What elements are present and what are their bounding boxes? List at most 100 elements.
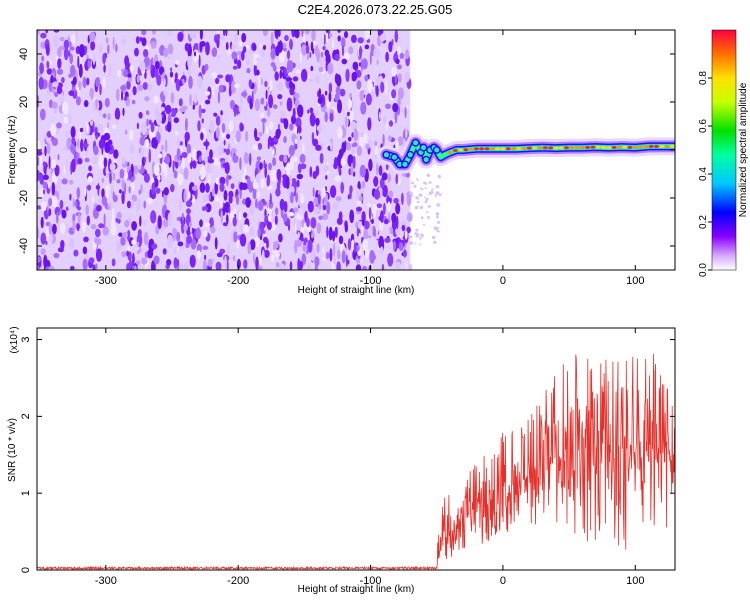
noise-speck <box>296 213 301 220</box>
noise-speck <box>86 43 91 49</box>
noise-speck <box>368 158 373 172</box>
noise-speck <box>351 34 357 44</box>
noise-speck <box>231 148 237 154</box>
noise-speck <box>40 248 46 256</box>
noise-speck <box>356 227 360 237</box>
noise-speck <box>278 128 281 137</box>
noise-speck <box>294 30 300 39</box>
noise-speck <box>39 62 44 74</box>
noise-speck <box>315 74 320 84</box>
noise-speck <box>350 162 354 176</box>
noise-speck <box>123 96 128 101</box>
noise-speck <box>437 220 441 224</box>
noise-speck <box>146 110 150 116</box>
noise-speck <box>39 188 43 199</box>
noise-speck <box>329 141 333 150</box>
noise-speck <box>312 187 315 198</box>
noise-speck <box>135 260 141 265</box>
noise-speck <box>295 239 303 247</box>
noise-speck <box>292 107 296 119</box>
noise-speck <box>176 246 180 252</box>
noise-speck <box>96 204 102 212</box>
noise-speck <box>381 263 385 270</box>
noise-speck <box>374 154 378 160</box>
noise-speck <box>185 200 193 208</box>
noise-speck <box>236 258 241 269</box>
noise-speck <box>215 77 220 85</box>
noise-speck <box>272 148 275 156</box>
noise-speck <box>245 130 249 142</box>
noise-speck <box>318 66 324 73</box>
noise-speck <box>157 215 162 230</box>
noise-speck <box>46 60 50 69</box>
noise-speck <box>365 93 372 106</box>
noise-speck <box>435 185 440 189</box>
noise-speck <box>124 55 129 67</box>
noise-speck <box>103 157 108 168</box>
noise-speck <box>271 209 275 223</box>
noise-speck <box>198 155 202 163</box>
trace-blob <box>401 160 409 169</box>
noise-speck <box>315 144 322 151</box>
noise-speck <box>241 91 248 97</box>
trace-core <box>664 144 670 148</box>
noise-speck <box>312 138 319 147</box>
noise-speck <box>189 226 193 234</box>
spectrogram-signal-trace <box>377 133 675 174</box>
noise-speck <box>253 53 260 59</box>
noise-speck <box>183 167 189 180</box>
noise-speck <box>299 153 306 164</box>
snr-y-ticks: 0 1 2 3 <box>20 336 675 573</box>
noise-speck <box>63 46 69 61</box>
noise-speck <box>38 76 44 90</box>
noise-speck <box>178 197 182 212</box>
noise-speck <box>92 121 95 133</box>
noise-speck <box>199 30 203 40</box>
noise-speck <box>279 66 286 71</box>
noise-speck <box>153 163 160 176</box>
x-tick-label: -200 <box>227 275 249 287</box>
noise-speck <box>46 88 50 96</box>
noise-speck <box>372 227 377 237</box>
noise-speck <box>209 149 213 159</box>
noise-speck <box>279 123 283 131</box>
noise-speck <box>276 252 280 258</box>
noise-speck <box>121 39 127 45</box>
noise-speck <box>89 87 94 99</box>
noise-speck <box>37 226 40 240</box>
noise-speck <box>161 161 167 172</box>
noise-speck <box>299 51 303 64</box>
noise-speck <box>53 30 60 33</box>
noise-speck <box>302 202 307 212</box>
y-tick-label: 20 <box>18 96 30 108</box>
noise-speck <box>197 120 201 132</box>
noise-speck <box>302 33 306 43</box>
noise-speck <box>436 203 441 207</box>
trace-core <box>558 146 564 150</box>
noise-speck <box>199 182 206 193</box>
noise-speck <box>81 220 87 233</box>
noise-speck <box>404 230 408 240</box>
noise-speck <box>215 261 222 270</box>
noise-speck <box>175 131 179 136</box>
noise-speck <box>173 247 176 256</box>
noise-speck <box>324 90 328 96</box>
noise-speck <box>140 146 144 160</box>
noise-speck <box>395 173 399 185</box>
noise-speck <box>235 194 240 206</box>
noise-speck <box>232 65 238 70</box>
noise-speck <box>341 45 345 57</box>
noise-speck <box>105 184 110 192</box>
noise-speck <box>121 90 123 101</box>
noise-speck <box>205 91 211 96</box>
noise-speck <box>316 222 322 234</box>
noise-speck <box>77 55 80 69</box>
noise-speck <box>319 152 324 164</box>
noise-speck <box>279 198 285 211</box>
noise-speck <box>108 205 111 210</box>
noise-speck <box>158 175 161 181</box>
noise-speck <box>426 173 430 177</box>
noise-speck <box>226 133 231 140</box>
noise-speck <box>367 117 372 131</box>
noise-speck <box>359 135 365 149</box>
